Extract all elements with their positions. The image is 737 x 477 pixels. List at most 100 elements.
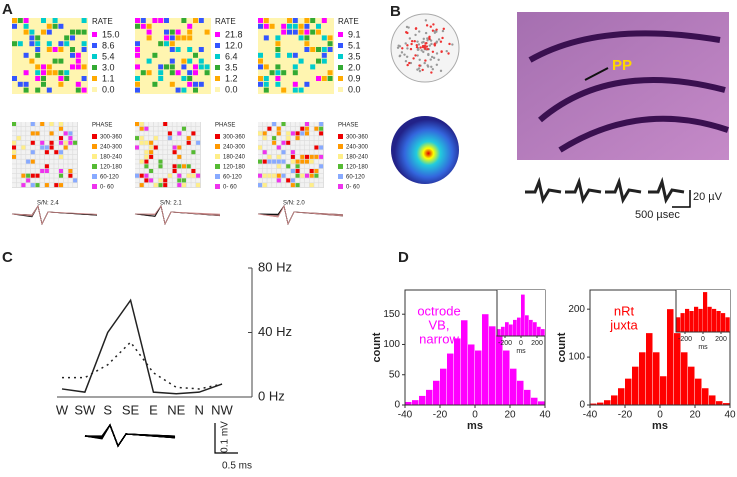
map-cell xyxy=(135,145,139,150)
legend-label: 6.4 xyxy=(225,51,238,61)
legend-label: 300-360 xyxy=(100,135,123,141)
legend-label: 0.0 xyxy=(225,84,238,94)
map-cell xyxy=(182,145,186,150)
map-cell xyxy=(152,18,158,23)
map-cell xyxy=(40,183,45,188)
map-cell xyxy=(12,150,16,155)
trace xyxy=(414,33,417,37)
map-cell xyxy=(191,126,196,131)
trace xyxy=(422,50,425,54)
x-axis-label: ms xyxy=(698,344,708,351)
legend-swatch xyxy=(92,43,97,48)
bar xyxy=(405,401,412,405)
map-cell xyxy=(149,150,154,155)
map-cell xyxy=(267,159,272,164)
x-tick-label: 200 xyxy=(531,340,543,347)
bar xyxy=(489,326,496,405)
x-tick-label: N xyxy=(194,402,203,417)
map-cell xyxy=(281,150,286,155)
legend-swatch xyxy=(338,43,343,48)
bar xyxy=(694,306,699,332)
map-cell xyxy=(163,150,168,155)
map-cell xyxy=(54,150,59,155)
map-cell xyxy=(196,164,201,169)
bar xyxy=(632,366,639,405)
trace xyxy=(415,43,418,47)
trace xyxy=(416,54,419,57)
map-cell xyxy=(135,131,139,136)
map-cell xyxy=(152,52,158,58)
legend-label: 300-360 xyxy=(346,135,369,141)
map-cell xyxy=(54,173,59,178)
map-cell xyxy=(153,159,158,164)
map-cell xyxy=(196,183,201,188)
map-cell xyxy=(319,140,324,145)
map-cell xyxy=(144,136,149,141)
map-cell xyxy=(172,126,177,131)
map-cell xyxy=(167,183,172,188)
map-cell xyxy=(309,131,314,136)
scale-label: 0.5 ms xyxy=(222,461,252,472)
bar xyxy=(698,308,703,332)
map-cell xyxy=(167,122,172,126)
legend-label: 15.0 xyxy=(102,29,120,39)
map-cell xyxy=(139,136,144,141)
map-cell xyxy=(309,126,314,131)
map-cell xyxy=(135,164,139,169)
map-cell xyxy=(196,131,201,136)
legend-swatch xyxy=(92,65,97,70)
map-cell xyxy=(169,41,175,47)
map-cell xyxy=(300,126,305,131)
trace xyxy=(406,63,409,67)
map-cell xyxy=(49,126,54,131)
trace xyxy=(437,58,440,62)
map-cell xyxy=(286,154,291,159)
bar xyxy=(533,322,537,336)
map-cell xyxy=(169,70,175,76)
region-label: PP xyxy=(612,57,632,74)
map-cell xyxy=(59,154,63,159)
map-cell xyxy=(310,18,316,23)
map-cell xyxy=(319,173,324,178)
map-cell xyxy=(163,131,168,136)
map-cell xyxy=(35,164,40,169)
map-cell xyxy=(75,64,81,70)
map-cell xyxy=(196,126,201,131)
map-cell xyxy=(68,140,73,145)
map-cell xyxy=(304,18,310,23)
map-cell xyxy=(153,136,158,141)
map-cell xyxy=(305,140,309,145)
map-cell xyxy=(16,126,21,131)
map-cell xyxy=(40,164,45,169)
bar xyxy=(537,326,541,336)
map-cell xyxy=(286,159,291,164)
map-cell xyxy=(310,29,316,35)
map-cell xyxy=(177,178,182,183)
trace xyxy=(448,42,451,46)
map-cell xyxy=(30,178,35,183)
map-cell xyxy=(281,169,286,173)
map-cell xyxy=(81,76,87,81)
map-cell xyxy=(153,173,158,178)
map-cell xyxy=(172,159,177,164)
map-cell xyxy=(290,145,295,150)
map-cell xyxy=(193,64,198,70)
map-cell xyxy=(305,145,309,150)
map-cell xyxy=(58,76,64,81)
map-cell xyxy=(275,35,281,41)
map-cell xyxy=(290,178,295,183)
map-cell xyxy=(281,140,286,145)
legend-swatch xyxy=(92,32,97,37)
map-cell xyxy=(35,76,41,81)
map-cell xyxy=(177,145,182,150)
map-cell xyxy=(12,145,16,150)
map-cell xyxy=(163,159,168,164)
bar xyxy=(667,309,674,405)
map-cell xyxy=(196,140,201,145)
map-cell xyxy=(287,18,292,23)
map-cell xyxy=(140,23,146,29)
map-cell xyxy=(81,47,87,52)
x-tick-label: W xyxy=(56,402,69,417)
map-cell xyxy=(298,58,304,64)
map-cell xyxy=(263,18,269,23)
